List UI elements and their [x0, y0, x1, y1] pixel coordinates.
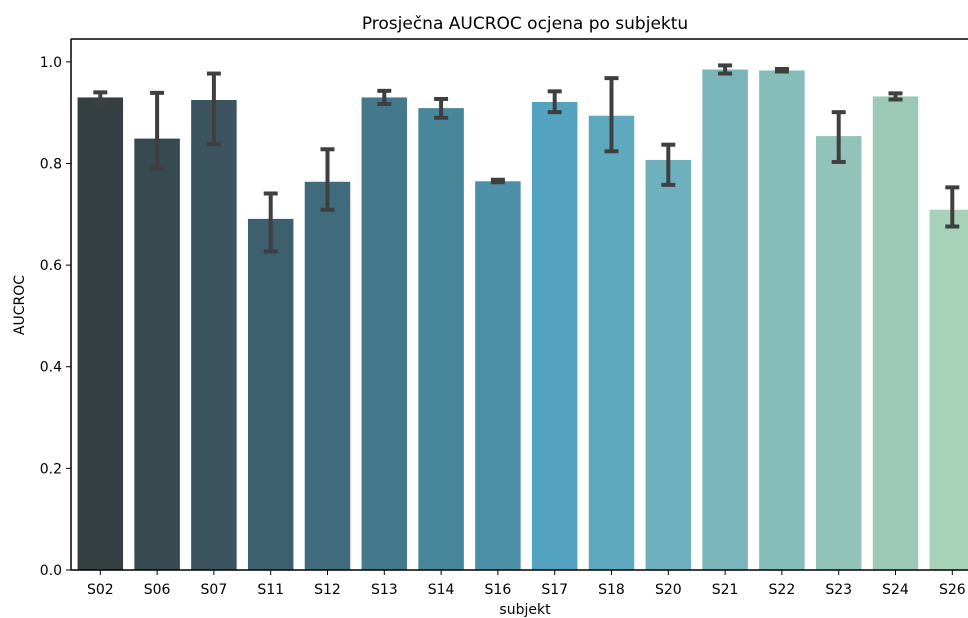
x-tick-label: S23 — [825, 582, 852, 598]
error-bar-s26 — [945, 185, 960, 229]
x-axis-title: subjekt — [499, 602, 551, 618]
y-axis-title: AUCROC — [12, 275, 28, 335]
bar-s20 — [645, 159, 692, 570]
bar-s16 — [475, 181, 521, 570]
bars-group — [77, 69, 968, 571]
bar-s11 — [247, 218, 294, 570]
x-tick-label: S20 — [655, 582, 682, 598]
bar-s13 — [361, 97, 408, 570]
x-tick-label: S17 — [541, 582, 568, 598]
error-bar-s02 — [93, 90, 108, 105]
error-bar-s16 — [490, 177, 505, 185]
error-bar-s11 — [263, 191, 278, 254]
bar-s12 — [304, 181, 351, 571]
x-tick-label: S22 — [769, 582, 796, 598]
error-bar-s06 — [150, 90, 165, 171]
bar-s07 — [191, 99, 237, 570]
x-tick-label: S07 — [201, 582, 228, 598]
error-bars-group — [93, 63, 960, 254]
bar-s26 — [929, 209, 968, 571]
bar-s21 — [702, 69, 748, 571]
x-tick-label: S16 — [485, 582, 512, 598]
x-axis: S02 S06 S07 S11 S12 S13 S14 S16 S17 S18 S20 S21 S22 S… — [71, 38, 968, 598]
error-bar-s22 — [774, 66, 789, 74]
error-bar-s12 — [320, 147, 335, 212]
bar-s24 — [872, 96, 919, 571]
error-bar-s20 — [661, 142, 676, 187]
x-tick-label: S24 — [882, 582, 909, 598]
x-tick-label: S26 — [939, 582, 966, 598]
bar-s18 — [588, 115, 635, 570]
error-bar-s21 — [718, 63, 733, 76]
error-bar-s13 — [377, 88, 392, 107]
y-tick-label: 0.8 — [40, 156, 62, 172]
chart-title: Prosječna AUCROC ocjena po subjektu — [362, 14, 688, 34]
bar-s02 — [77, 97, 124, 570]
x-tick-label: S13 — [371, 582, 398, 598]
error-bar-s23 — [831, 110, 846, 164]
x-tick-label: S02 — [87, 582, 114, 598]
bar-s14 — [418, 108, 464, 571]
bar-s17 — [531, 102, 578, 570]
y-tick-label: 1.0 — [40, 55, 62, 71]
y-tick-label: 0.2 — [40, 461, 62, 477]
x-tick-label: S14 — [428, 582, 455, 598]
y-tick-label: 0.6 — [40, 258, 62, 274]
x-tick-label: S06 — [144, 582, 171, 598]
y-axis: 0.0 0.2 0.4 0.6 0.8 1.0 — [40, 39, 72, 579]
x-tick-label: S18 — [598, 582, 625, 598]
x-tick-label: S21 — [712, 582, 739, 598]
x-tick-label: S12 — [314, 582, 341, 598]
x-tick-label: S11 — [257, 582, 284, 598]
y-tick-label: 0.0 — [40, 563, 62, 579]
error-bar-s24 — [888, 91, 903, 102]
error-bar-s07 — [206, 71, 221, 147]
error-bar-s18 — [604, 76, 619, 154]
error-bar-s14 — [434, 96, 449, 120]
bar-s22 — [759, 70, 805, 570]
bar-s23 — [815, 136, 862, 571]
y-tick-label: 0.4 — [40, 360, 62, 376]
error-bar-s17 — [547, 89, 562, 115]
bar-s06 — [134, 138, 180, 570]
